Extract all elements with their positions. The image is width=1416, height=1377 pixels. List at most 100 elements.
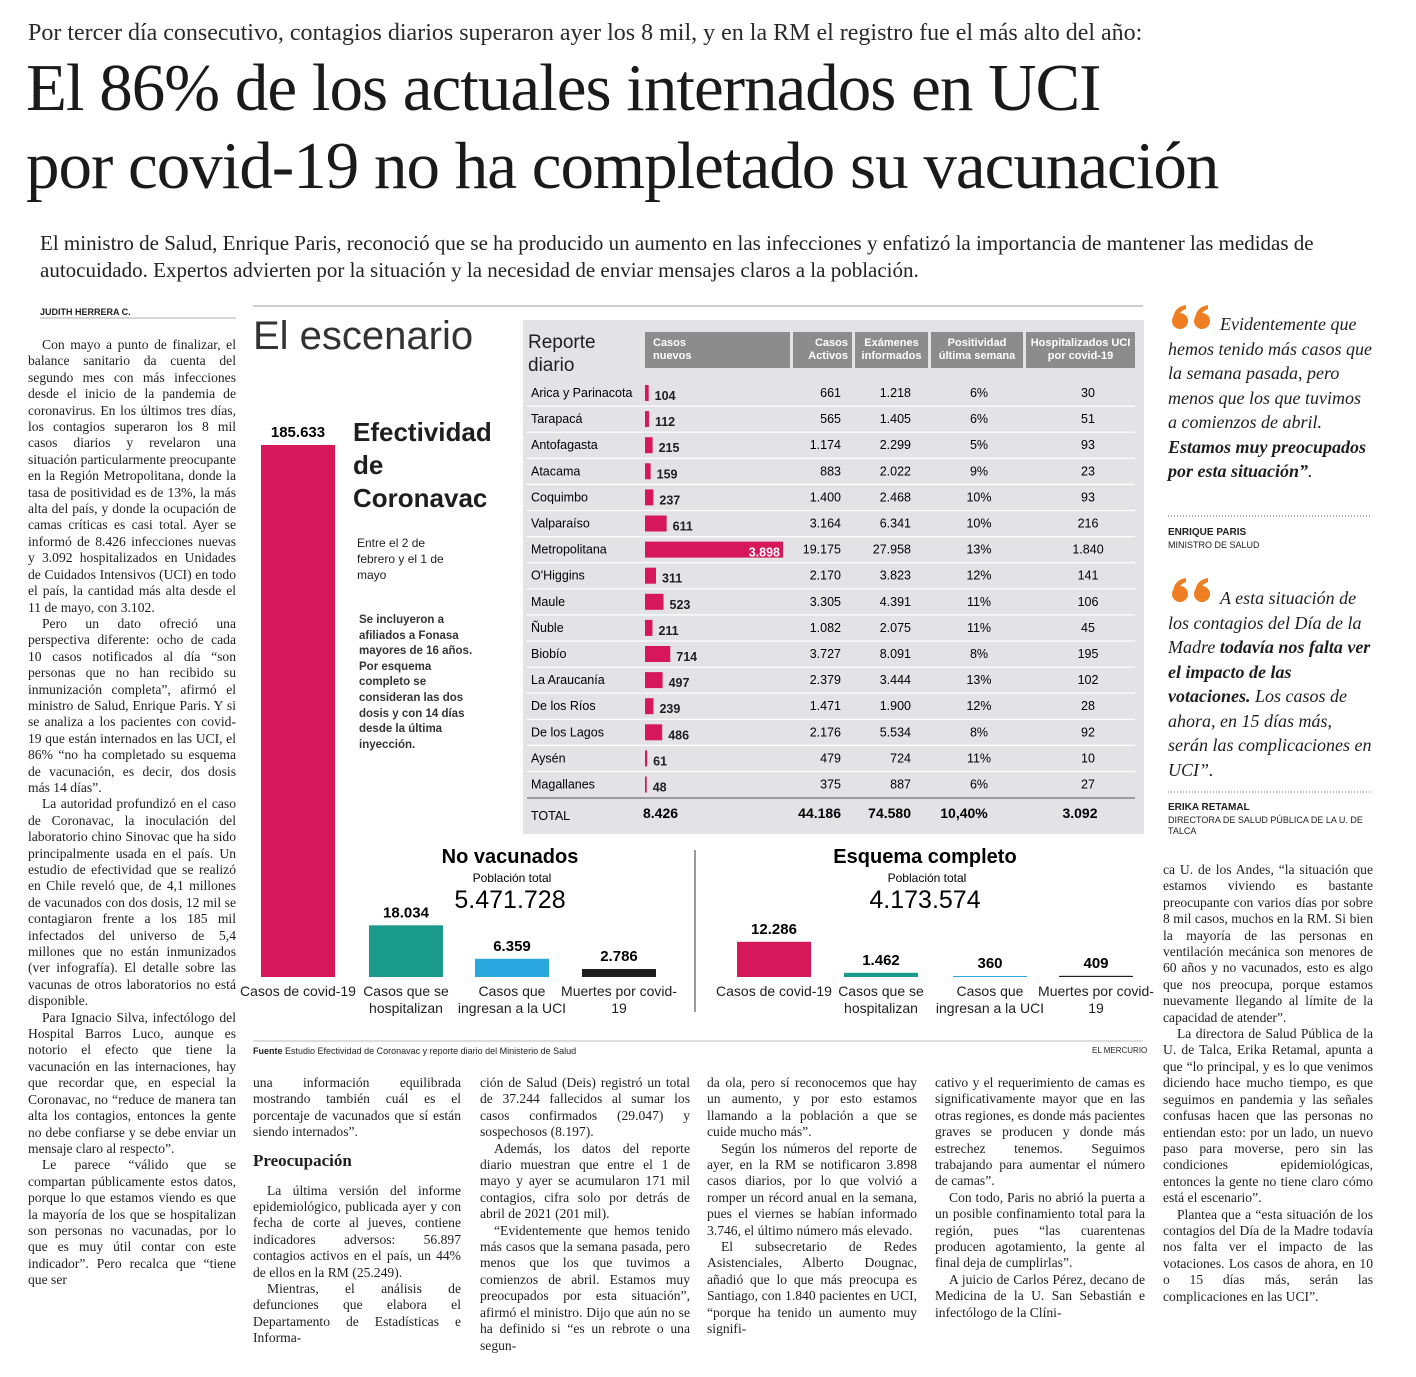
- table-cell: 141: [1078, 569, 1099, 583]
- region-name: Metropolitana: [531, 543, 607, 557]
- source-label: Fuente: [253, 1046, 283, 1056]
- bar: [844, 972, 918, 977]
- bar-value-label: 409: [1083, 955, 1108, 972]
- quote-mark: [1173, 578, 1186, 592]
- paragraph: Con mayo a punto de finalizar, el balanc…: [28, 337, 236, 615]
- bar: [1059, 975, 1133, 977]
- table-cell: 8%: [970, 725, 988, 739]
- bar-value-label: 159: [657, 467, 678, 481]
- bar-value-label: 48: [653, 781, 667, 795]
- paragraph: Le parece “válido que se compartan públi…: [28, 1157, 236, 1288]
- table-cell: 11%: [967, 621, 991, 635]
- text-column: cativo y el requerimiento de camas es si…: [935, 1075, 1145, 1359]
- table-cell: 5%: [970, 438, 988, 452]
- header-text: Casos Activos: [808, 337, 848, 362]
- bar: [645, 750, 648, 767]
- total-label: TOTAL: [531, 809, 570, 823]
- bar: [737, 941, 811, 977]
- table-cell: 3.305: [810, 595, 841, 609]
- effectiveness-title: Efectividad de Coronavac: [353, 417, 492, 513]
- bar-value-label: 3.898: [749, 546, 780, 560]
- category-label: Casos que se hospitalizan: [838, 983, 924, 1016]
- paragraph: ción de Salud (Deis) registró un total d…: [480, 1075, 690, 1140]
- bar-value-label: 311: [662, 572, 682, 586]
- quote-text: A esta situación de los contagios del Dí…: [1168, 588, 1362, 657]
- bar: [645, 385, 649, 401]
- total-cell: 3.092: [1062, 805, 1097, 821]
- table-cell: 10%: [966, 517, 991, 531]
- quote-text: Evidentemente que hemos tenido más casos…: [1168, 314, 1372, 432]
- quote-mark: [1195, 305, 1208, 319]
- bar-value-label: 61: [653, 754, 667, 768]
- kicker: Por tercer día consecutivo, contagios di…: [28, 20, 1143, 46]
- paragraph: da ola, pero sí reconocemos que hay un a…: [707, 1075, 917, 1140]
- paragraph: Pero un dato ofreció una perspectiva dif…: [28, 615, 236, 795]
- table-cell: 4.391: [880, 595, 911, 609]
- table-cell: 12%: [966, 569, 991, 583]
- region-name: O'Higgins: [531, 569, 585, 583]
- table-cell: 8%: [970, 647, 988, 661]
- table-cell: 11%: [967, 595, 991, 609]
- bar-value-label: 12.286: [751, 921, 797, 938]
- headline: El 86% de los actuales internados en UCI: [26, 51, 1101, 125]
- quote-author: ERIKA RETAMAL: [1168, 802, 1250, 813]
- paragraph: una información equilibrada mostrando ta…: [253, 1075, 461, 1140]
- group-title: Esquema completo: [833, 846, 1016, 868]
- table-cell: 3.823: [880, 569, 911, 583]
- bar-value-label: 1.462: [862, 952, 900, 969]
- region-name: Valparaíso: [531, 517, 590, 531]
- paragraph: Según los números del reporte de ayer, e…: [707, 1140, 917, 1238]
- region-name: La Araucanía: [531, 673, 605, 687]
- paragraph: El subsecretario de Redes Asistenciales,…: [707, 1239, 917, 1337]
- table-cell: 479: [820, 751, 841, 765]
- paragraph: Plantea que a “esta situación de los con…: [1163, 1206, 1373, 1304]
- table-cell: 2.075: [880, 621, 911, 635]
- table-cell: 887: [890, 778, 911, 792]
- table-cell: 6%: [970, 778, 988, 792]
- bar-value-label: 215: [659, 441, 680, 455]
- table-header: Positividad última semana: [931, 332, 1023, 368]
- table-cell: 2.176: [810, 725, 841, 739]
- quote-role: DIRECTORA DE SALUD PÚBLICA DE LA U. DE T…: [1168, 815, 1363, 836]
- table-cell: 2.379: [810, 673, 841, 687]
- headline: por covid-19 no ha completado su vacunac…: [26, 129, 1219, 203]
- table-cell: 13%: [966, 543, 991, 557]
- table-cell: 1.471: [810, 699, 841, 713]
- population: 5.471.728: [454, 886, 565, 914]
- quote-text: todavía nos falta ver el impacto de las …: [1168, 637, 1371, 706]
- region-name: Aysén: [531, 751, 566, 765]
- bar-value-label: 211: [658, 624, 678, 638]
- table-header: Hospitalizados UCI por covid-19: [1026, 332, 1135, 368]
- bar: [645, 698, 654, 715]
- category-label: Casos que ingresan a la UCI: [457, 983, 567, 1016]
- table-cell: 93: [1081, 438, 1095, 452]
- table-cell: 13%: [966, 673, 991, 687]
- category-label: Muertes por covid-19: [1038, 983, 1154, 1016]
- group-title: No vacunados: [442, 846, 579, 868]
- byline: JUDITH HERRERA C.: [40, 307, 131, 317]
- region-name: De los Lagos: [531, 725, 604, 739]
- table-cell: 2.468: [880, 490, 911, 504]
- table-cell: 19.175: [803, 543, 841, 557]
- quote-role: MINISTRO DE SALUD: [1168, 540, 1260, 550]
- quote-mark: [1173, 305, 1186, 319]
- header-text: Casos nuevos: [653, 337, 692, 362]
- bar-value-label: 6.359: [493, 938, 531, 955]
- bar: [645, 463, 651, 480]
- table-cell: 2.299: [880, 438, 911, 452]
- table-header: Casos Activos: [793, 332, 852, 368]
- table-cell: 28: [1081, 699, 1095, 713]
- header-text: Exámenes informados: [861, 337, 922, 362]
- header-text: Positividad última semana: [938, 337, 1016, 362]
- deck: El ministro de Salud, Enrique Paris, rec…: [40, 231, 1314, 282]
- table-cell: 3.727: [810, 647, 841, 661]
- table-cell: 27.958: [873, 543, 911, 557]
- region-name: Maule: [531, 595, 565, 609]
- bar-value-label: 2.786: [600, 948, 638, 965]
- table-cell: 6.341: [880, 517, 911, 531]
- table-cell: 10: [1081, 751, 1095, 765]
- infographic-title: El escenario: [253, 314, 474, 358]
- text-column: ción de Salud (Deis) registró un total d…: [480, 1075, 690, 1359]
- category-label: Casos de covid-19: [240, 983, 356, 999]
